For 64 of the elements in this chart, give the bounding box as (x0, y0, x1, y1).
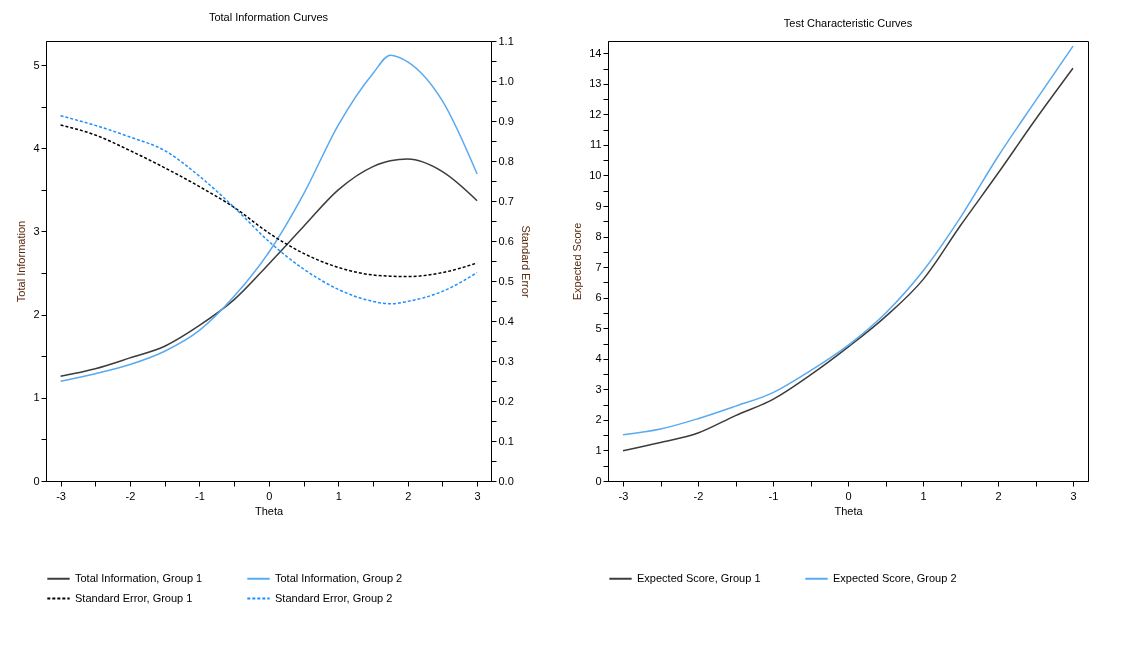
y2-tick-label: 0.3 (498, 354, 514, 367)
y-tick-label: 0 (595, 474, 602, 487)
line-series (59, 158, 478, 377)
y-axis-title: Expected Score (571, 222, 584, 301)
x-tick-label: 0 (845, 489, 852, 502)
y2-tick-label: 0.8 (498, 154, 514, 167)
x-tick-label: -3 (56, 489, 66, 502)
x-tick-label: -2 (125, 489, 136, 502)
x-tick-label: -1 (768, 489, 779, 502)
y-tick-label: 3 (595, 382, 602, 395)
y2-tick-label: 1.1 (498, 34, 514, 47)
x-tick-label: 3 (474, 489, 481, 502)
y-tick-label: 1 (595, 443, 602, 456)
legend-label: Total Information, Group 1 (75, 571, 203, 584)
y-tick-label: 2 (33, 308, 40, 321)
y-tick-label: 4 (33, 141, 40, 154)
y-tick-label: 1 (33, 391, 40, 404)
y-tick-label: 14 (589, 46, 602, 59)
y2-tick-label: 0.2 (498, 394, 514, 407)
line-series (59, 124, 478, 278)
chart-title: Test Characteristic Curves (783, 17, 913, 29)
x-tick-label: 0 (266, 489, 273, 502)
y2-tick-label: 0.5 (498, 274, 514, 287)
y-tick-label: 3 (33, 224, 40, 237)
line-series (59, 115, 478, 305)
y-tick-label: 0 (33, 474, 40, 487)
x-tick-label: -1 (195, 489, 205, 502)
legend-label: Expected Score, Group 1 (637, 571, 761, 584)
y2-axis-title: Standard Error (519, 225, 532, 298)
y-tick-label: 7 (595, 260, 602, 273)
y-tick-label: 2 (595, 413, 602, 426)
y-tick-label: 4 (595, 352, 602, 365)
y2-tick-label: 0.9 (498, 114, 514, 127)
x-tick-label: 1 (920, 489, 927, 502)
y-tick-label: 8 (595, 230, 602, 243)
legend-label: Expected Score, Group 2 (833, 571, 957, 584)
x-tick-label: 1 (335, 489, 342, 502)
y-tick-label: 5 (595, 321, 602, 334)
chart-title: Total Information Curves (208, 11, 329, 23)
line-series (59, 54, 478, 382)
y2-tick-label: 0.7 (498, 194, 514, 207)
y2-tick-label: 0.1 (498, 434, 514, 447)
y2-tick-label: 0.4 (498, 314, 514, 327)
x-tick-label: 2 (405, 489, 412, 502)
x-axis-title: Theta (254, 504, 284, 517)
y-tick-label: 13 (589, 77, 602, 90)
x-tick-label: 2 (995, 489, 1002, 502)
y-tick-label: 11 (590, 138, 602, 151)
x-tick-label: 3 (1070, 489, 1077, 502)
y-tick-label: 9 (595, 199, 602, 212)
y-tick-label: 6 (595, 291, 602, 304)
y2-tick-label: 0.6 (498, 234, 514, 247)
x-tick-label: -2 (693, 489, 704, 502)
legend-label: Total Information, Group 2 (275, 571, 403, 584)
y-tick-label: 12 (589, 107, 602, 120)
y-tick-label: 10 (589, 168, 602, 181)
y2-tick-label: 1.0 (498, 74, 514, 87)
x-tick-label: -3 (618, 489, 629, 502)
y2-tick-label: 0.0 (498, 474, 514, 487)
y-tick-label: 5 (33, 58, 40, 71)
legend-label: Standard Error, Group 1 (75, 591, 193, 604)
y-axis-title: Total Information (15, 220, 28, 303)
x-axis-title: Theta (834, 504, 864, 517)
legend-label: Standard Error, Group 2 (275, 591, 393, 604)
